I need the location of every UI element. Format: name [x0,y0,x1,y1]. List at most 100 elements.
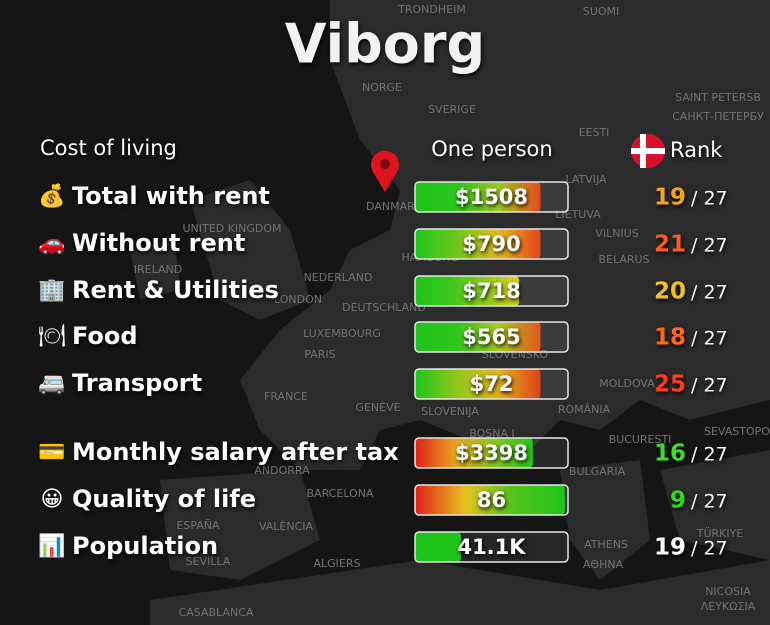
bar-border [414,437,569,469]
bar-fill [415,229,541,259]
map-label: SVERIGE [428,103,476,116]
row-icon: 🚗 [38,231,65,256]
column-header: One person [431,137,552,161]
map-label: LATVIJA [565,173,607,186]
map-label: BULGARIA [569,465,626,478]
map-label: ROMÂNIA [558,403,611,416]
pin [370,150,399,192]
map-label: DANMARK [366,200,423,213]
rank: 19 [654,185,686,211]
map-label: ALGIERS [314,557,361,570]
map-label: NEDERLAND [304,271,373,284]
bar-border [414,275,569,307]
bar-value: $1508 [455,185,528,209]
bar-border [414,228,569,260]
row-label: Transport [72,369,202,397]
bar-value: $3398 [455,441,528,465]
row-label: Total with rent [72,182,270,210]
bar-value: $565 [462,325,520,349]
land-shape [160,470,320,580]
map-label: IRELAND [134,263,182,276]
map-label: FRANCE [264,390,308,403]
rank-total: / 27 [691,491,728,513]
rank-total: / 27 [691,444,728,466]
land-shape [150,560,770,625]
land-shape [190,180,310,320]
map-label: EESTI [579,126,610,139]
rank: 16 [654,441,686,467]
bar-fill [415,182,541,212]
rank: 19 [654,535,686,561]
row-label: Rent & Utilities [72,276,279,304]
rank-total: / 27 [691,235,728,257]
section-header: Cost of living [40,136,177,160]
map-label: САНКТ-ПЕТЕРБУ [672,110,764,123]
bar-border [414,181,569,213]
bar-value: $718 [462,279,520,303]
row-label: Without rent [72,229,245,257]
rank: 21 [654,232,686,258]
map-label: VILNIUS [595,227,638,240]
title: Viborg [285,13,485,76]
row-label: Food [72,322,138,350]
map-label: NICOSIA [705,585,751,598]
map-label: ΑΘΗΝΑ [583,558,624,571]
map-label: NORGE [362,81,402,94]
map-label: TRONDHEIM [397,3,466,16]
rank: 9 [670,488,686,514]
map-label: BUCUREȘTI [609,433,672,446]
row-icon: 🚐 [38,371,65,396]
land-shape [130,240,180,300]
bar-border [414,484,569,516]
row-icon: 📊 [38,533,65,559]
map-label: BARCELONA [307,487,374,500]
bar-fill [415,276,520,306]
map-label: ΛΕΥΚΩΣΙΑ [701,600,756,613]
rank: 18 [654,325,686,351]
map-label: SUOMI [583,5,619,18]
bar-border [414,368,569,400]
map-label: SEVASTOPOL [704,425,770,438]
row-icon: 💳 [38,440,65,465]
row-icon: 🏢 [38,278,65,303]
flag-cross [640,134,646,168]
land-shape [560,460,650,580]
map-label: TÜRKIYE [696,527,744,540]
map-label: SLOVENIJA [421,405,479,418]
rank-total: / 27 [691,538,728,560]
bar-value: 86 [477,488,506,512]
map-label: VALÈNCIA [259,520,314,533]
bar-value: $790 [462,232,520,256]
row-label: Quality of life [72,485,256,513]
map-label: CASABLANCA [179,606,254,619]
map-label: LONDON [274,293,322,306]
map-label: UNITED KINGDOM [183,222,282,235]
map-label: BOSNA I [469,427,515,440]
rank-total: / 27 [691,375,728,397]
map-label: BELARUS [598,253,649,266]
bar-fill [415,438,533,468]
map-label: ATHENS [584,538,628,551]
map-label: ANDORRA [254,464,310,477]
rank-total: / 27 [691,188,728,210]
map-label: ESPAÑA [176,519,220,532]
rank: 25 [654,372,686,398]
flag-cross [631,148,665,154]
bar-fill [415,369,541,399]
map-labels: TRONDHEIM SUOMI NORGE SVERIGE SAINT PETERSB С… [134,3,770,619]
map-label: PARIS [304,348,335,361]
bar-fill [415,485,565,515]
bar-fill [415,532,461,562]
rank-header: Rank [670,138,723,162]
pin-hole [380,159,390,169]
land-shape [660,450,770,560]
row-icon: 🍽 [38,324,66,349]
pin-shape [370,150,399,192]
bar-value: $72 [470,372,514,396]
row-label: Population [72,532,218,560]
map-label: SEVILLA [186,555,231,568]
map-label: GENÈVE [355,401,400,414]
